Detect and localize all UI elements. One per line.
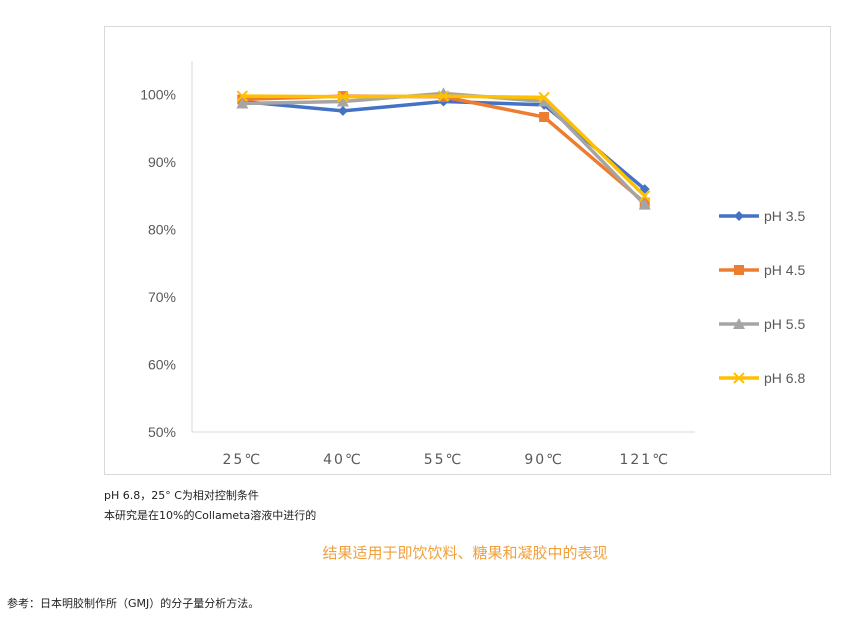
legend-marker-0 [734, 211, 744, 221]
legend-marker-1 [734, 265, 744, 275]
chart-frame: 50% 60% 70% 80% 90% 100% 25℃ 40℃ 55℃ 90℃ 121℃ pH 3.… [104, 26, 831, 475]
y-tick-label: 80% [148, 222, 176, 238]
data-point-1-3 [539, 111, 550, 122]
data-point-3-1 [337, 91, 349, 103]
legend-marker-3 [733, 372, 745, 384]
data-point-3-0 [236, 90, 249, 102]
data-point-2-4 [638, 198, 651, 210]
x-tick-label: 40℃ [323, 452, 363, 468]
y-tick-label: 70% [148, 289, 176, 305]
series-line-1 [240, 94, 647, 205]
y-tick-label: 90% [148, 154, 176, 170]
series-line-3 [240, 94, 647, 198]
data-point-2-0 [236, 97, 249, 109]
x-tick-label: 55℃ [424, 452, 464, 468]
data-point-2-1 [336, 95, 349, 107]
results-caption: 结果适用于即饮饮料、糖果和凝胶中的表现 [322, 544, 608, 562]
y-tick-label: 100% [140, 87, 176, 103]
reference-note: 参考：日本明胶制作所（GMJ）的分子量分析方法。 [7, 597, 260, 610]
control-condition-note: pH 6.8，25° C为相对控制条件 [104, 489, 259, 502]
x-tick-label: 90℃ [524, 452, 564, 468]
series-line-0 [240, 99, 647, 191]
y-tick-label: 50% [148, 424, 176, 440]
x-tick-label: 121℃ [619, 452, 669, 468]
y-tick-label: 60% [148, 357, 176, 373]
study-condition-note: 本研究是在10%的Collameta溶液中进行的 [104, 509, 317, 522]
data-point-0-1 [337, 105, 348, 116]
legend-label-3: pH 6.8 [764, 370, 805, 386]
data-point-3-4 [638, 190, 651, 202]
legend-label-2: pH 5.5 [764, 316, 805, 332]
line-chart: 50% 60% 70% 80% 90% 100% 25℃ 40℃ 55℃ 90℃ 121℃ pH 3.… [140, 61, 805, 468]
legend-label-0: pH 3.5 [764, 208, 805, 224]
data-point-3-3 [538, 91, 550, 104]
legend-label-1: pH 4.5 [764, 262, 805, 278]
legend-marker-2 [733, 318, 745, 329]
data-point-3-2 [437, 90, 450, 102]
x-tick-label: 25℃ [223, 452, 263, 468]
data-point-2-3 [538, 95, 551, 107]
